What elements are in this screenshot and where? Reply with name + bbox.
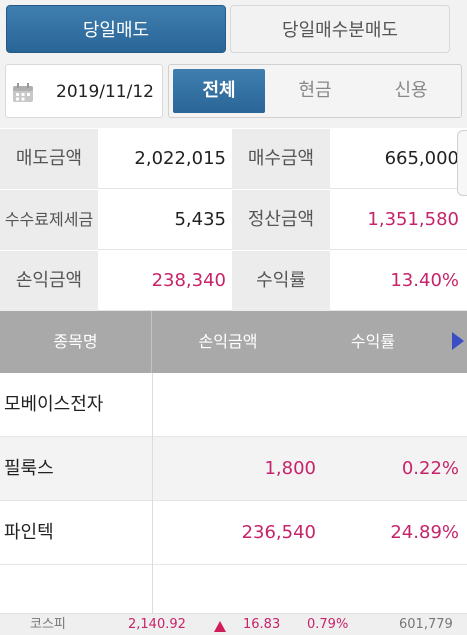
fee-label: 수수료 — [4, 210, 49, 229]
column-divider — [152, 373, 153, 613]
index-ticker[interactable]: 코스피 2,140.92 16.83 0.79% 601,779 — [0, 613, 467, 635]
stock-name: 파인텍 — [4, 522, 54, 543]
sell-amount-value: 2,022,015 — [134, 148, 226, 169]
summary-row: 수수료 제세금 5,435 정산금액 1,351,580 — [0, 190, 467, 250]
fee-tax-value: 5,435 — [174, 209, 226, 230]
segment-credit[interactable]: 신용 — [394, 80, 428, 101]
tab-today-sell[interactable]: 당일매도 — [6, 5, 226, 53]
settle-amount-value: 1,351,580 — [367, 209, 459, 230]
column-header-rate: 수익률 — [350, 332, 396, 351]
side-drawer-handle[interactable] — [457, 130, 467, 196]
date-value: 2019/11/12 — [56, 82, 154, 102]
buy-amount-label: 매수금액 — [232, 129, 330, 189]
stock-rate — [320, 373, 459, 437]
index-name: 코스피 — [30, 617, 66, 632]
stock-rate: 24.89% — [390, 522, 459, 543]
account-type-segment: 전체 현금 신용 — [168, 64, 462, 118]
filter-row: 2019/11/12 전체 현금 신용 — [0, 58, 467, 128]
column-header-pnl: 손익금액 — [198, 332, 258, 351]
summary-row: 손익금액 238,340 수익률 13.40% — [0, 251, 467, 311]
segment-all[interactable]: 전체 — [173, 69, 265, 113]
up-arrow-icon — [214, 621, 226, 632]
return-value: 13.40% — [390, 270, 459, 291]
settle-amount-label: 정산금액 — [232, 190, 330, 250]
tax-label: 제세금 — [49, 210, 94, 229]
return-label: 수익률 — [232, 251, 330, 311]
table-row[interactable]: 필룩스 1,800 0.22% — [0, 437, 467, 501]
stock-pnl — [153, 373, 316, 437]
index-value: 2,140.92 — [128, 617, 186, 632]
pnl-label: 손익금액 — [0, 251, 98, 311]
fee-tax-label: 수수료 제세금 — [0, 190, 98, 250]
column-header-name: 종목명 — [0, 311, 152, 373]
stock-rate: 0.22% — [401, 458, 459, 479]
tab-today-buy-sell[interactable]: 당일매수분매도 — [230, 5, 450, 53]
summary-table: 매도금액 2,022,015 매수금액 665,000 수수료 제세금 5,43… — [0, 129, 467, 311]
top-tab-bar: 당일매도 당일매수분매도 — [0, 0, 467, 58]
stock-name: 필룩스 — [4, 458, 54, 479]
stock-pnl: 236,540 — [241, 522, 316, 543]
index-percent: 0.79% — [307, 617, 349, 632]
stock-name: 모베이스전자 — [4, 394, 104, 415]
index-volume: 601,779 — [399, 617, 453, 632]
date-picker[interactable]: 2019/11/12 — [5, 64, 163, 118]
table-row[interactable]: 모베이스전자 — [0, 373, 467, 437]
index-change: 16.83 — [243, 617, 281, 632]
stock-pnl: 1,800 — [264, 458, 316, 479]
table-row-empty — [0, 565, 467, 613]
summary-row: 매도금액 2,022,015 매수금액 665,000 — [0, 129, 467, 189]
segment-cash[interactable]: 현금 — [298, 80, 332, 101]
calendar-icon — [13, 83, 33, 102]
table-row[interactable]: 파인텍 236,540 24.89% — [0, 501, 467, 565]
scroll-right-arrow-icon[interactable] — [452, 332, 464, 350]
buy-amount-value: 665,000 — [384, 148, 459, 169]
stock-table-header: 종목명 손익금액 수익률 — [0, 311, 467, 373]
pnl-value: 238,340 — [151, 270, 226, 291]
sell-amount-label: 매도금액 — [0, 129, 98, 189]
